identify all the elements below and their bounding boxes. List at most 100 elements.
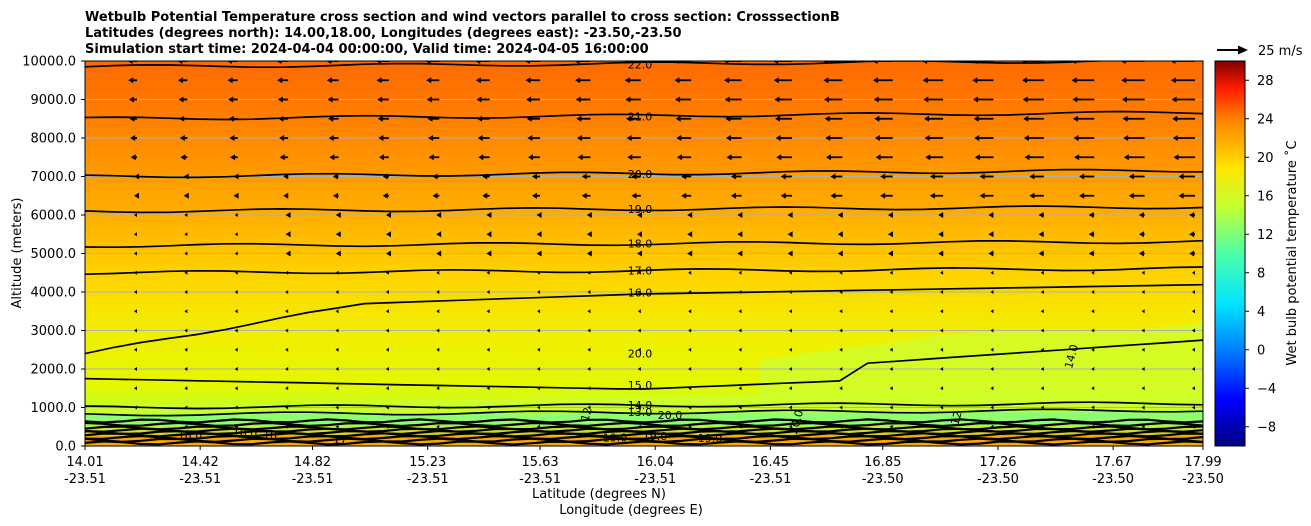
contour-line	[85, 168, 1203, 179]
wind-vector	[1121, 96, 1145, 103]
y-tick-label: 2000.0	[31, 363, 77, 378]
wind-vector	[1192, 270, 1195, 275]
wind-vector	[637, 367, 641, 371]
wind-vector	[631, 173, 641, 180]
wind-vector	[426, 96, 440, 103]
wind-vector	[486, 367, 490, 371]
wind-vector	[234, 309, 238, 314]
wind-vector	[990, 290, 994, 294]
contour-line	[85, 110, 1203, 121]
wind-vector	[738, 270, 742, 275]
wind-vector	[385, 347, 389, 352]
wind-vector	[776, 154, 792, 161]
y-tick-label: 5000.0	[31, 247, 77, 262]
contour-label: 13.0	[628, 406, 653, 419]
wind-vector	[636, 250, 642, 257]
wind-vector	[1038, 212, 1044, 218]
wind-vector	[1079, 173, 1095, 180]
near-surface-contour-label: 18.0	[178, 429, 203, 442]
x-tick-label-lon: -23.51	[179, 472, 221, 487]
wind-vector	[335, 250, 341, 257]
wind-vector	[376, 77, 389, 84]
x-tick-label-lat: 16.04	[637, 455, 674, 470]
wind-vector	[587, 328, 591, 333]
wind-vector	[586, 250, 592, 257]
wind-vector	[1192, 290, 1195, 294]
wind-vector	[574, 61, 591, 64]
wind-vector	[1192, 367, 1195, 371]
x-tick-label-lat: 16.85	[864, 455, 901, 470]
wind-vector	[432, 192, 440, 199]
wind-vector	[234, 367, 238, 371]
wind-vector	[326, 61, 339, 64]
near-surface-contour-label: 19.0	[698, 432, 723, 445]
wind-vector	[624, 77, 641, 84]
wind-vector	[637, 270, 641, 275]
wind-vector	[285, 290, 289, 294]
wind-vector	[737, 231, 743, 238]
wind-vector	[586, 212, 592, 218]
wind-vector	[880, 173, 893, 180]
x-tick-label-lon: -23.50	[1092, 472, 1134, 487]
wind-vector	[873, 77, 893, 84]
colorbar-ticks: −8 −4 0 4 8 12 16 20 24 28	[1245, 74, 1276, 435]
near-surface-contour	[85, 425, 1203, 431]
contour-label: 14.0	[628, 399, 653, 412]
wind-vector	[277, 77, 289, 84]
wind-vector	[525, 77, 541, 84]
wind-vector	[229, 135, 238, 141]
wind-vector	[637, 309, 641, 314]
y-tick-label: 1000.0	[31, 401, 77, 416]
wind-vector	[1192, 347, 1195, 352]
wind-vector	[1122, 115, 1145, 122]
wind-vector	[1141, 270, 1145, 275]
wind-vector	[335, 231, 341, 238]
wind-vector	[385, 231, 391, 238]
wind-vector	[1170, 77, 1195, 84]
wind-vector	[688, 367, 692, 371]
wind-vector	[385, 212, 391, 218]
wind-vector	[486, 290, 490, 294]
x-tick-label-lon: -23.51	[519, 472, 561, 487]
colorbar-body	[1214, 60, 1246, 447]
wind-vector	[637, 347, 641, 352]
wind-vector	[436, 250, 442, 257]
wind-vector	[1091, 309, 1095, 314]
wind-vector	[234, 386, 238, 391]
wind-vector	[335, 386, 339, 391]
x-tick-label-lon: -23.50	[862, 472, 904, 487]
wind-vector	[537, 367, 541, 371]
wind-vector	[1072, 115, 1095, 122]
wind-vector	[382, 192, 389, 199]
wind-vector	[486, 347, 490, 352]
wind-vector	[1029, 192, 1044, 199]
wind-vector	[637, 405, 641, 410]
wind-vector	[486, 328, 490, 333]
contour-labels: 22.021.020.019.018.017.016.015.014.013.0…	[178, 58, 1081, 446]
wind-vector	[127, 61, 137, 64]
wind-vectors	[127, 61, 1195, 429]
wind-vector	[1040, 328, 1044, 333]
wind-vector	[1029, 173, 1044, 180]
y-tick-label: 8000.0	[31, 132, 77, 147]
colorbar-tick-label: −8	[1257, 420, 1276, 435]
wind-vector	[234, 232, 238, 237]
colorbar-tick-label: 24	[1257, 112, 1274, 127]
wind-vector	[940, 386, 944, 391]
wind-vector	[285, 309, 289, 314]
wind-vector	[327, 96, 339, 103]
x-tick-label-lon: -23.51	[64, 472, 106, 487]
x-tick-label-lat: 14.01	[66, 455, 103, 470]
wind-vector	[626, 115, 641, 122]
wind-vector	[130, 135, 137, 141]
wind-vector	[988, 212, 994, 218]
contour-line	[85, 401, 1203, 410]
wind-vector	[889, 405, 893, 410]
y-tick-label: 9000.0	[31, 93, 77, 108]
wind-vector	[825, 154, 843, 161]
y-tick-label: 10000.0	[22, 55, 76, 70]
wind-vector	[586, 231, 592, 238]
wind-vector	[285, 231, 291, 238]
wind-vector	[1079, 192, 1095, 199]
